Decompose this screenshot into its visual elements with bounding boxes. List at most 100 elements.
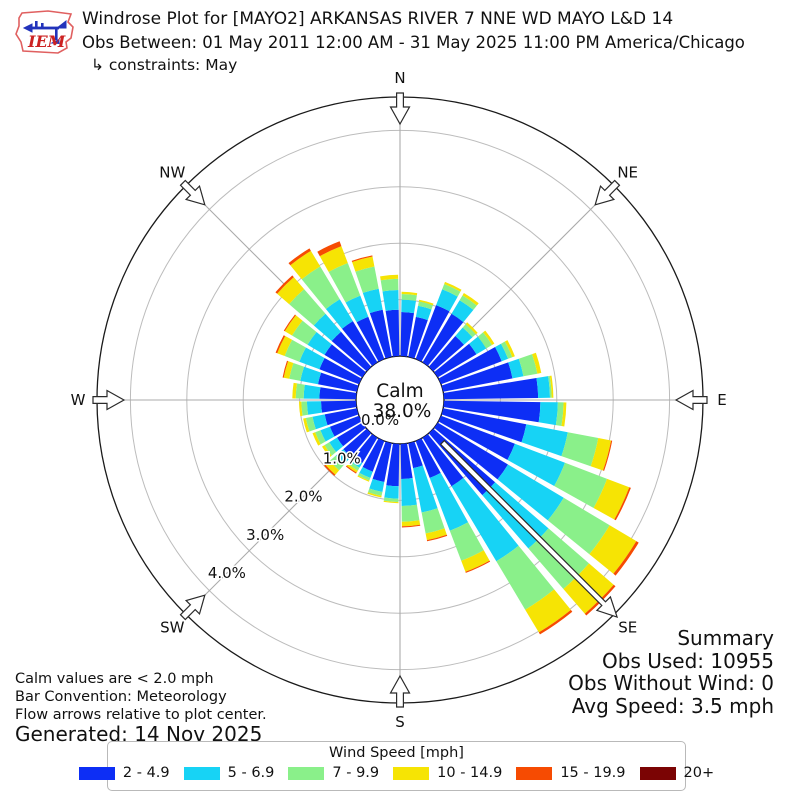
petal-355-bin2 (380, 278, 399, 292)
legend-label: 7 - 9.9 (332, 765, 380, 781)
petal-205-bin1 (359, 467, 373, 478)
petal-295-bin4 (275, 335, 286, 354)
petal-325-bin2 (301, 266, 340, 309)
petal-275-bin3 (292, 382, 297, 399)
petal-245-bin3 (312, 432, 321, 446)
petal-315-bin3 (277, 277, 305, 305)
petal-195-bin0 (372, 441, 392, 482)
header: Windrose Plot for [MAYO2] ARKANSAS RIVER… (82, 9, 745, 74)
petal-335-bin1 (345, 295, 369, 323)
petal-345-bin1 (362, 288, 383, 314)
petal-215-bin0 (353, 434, 378, 463)
petal-5-bin2 (401, 294, 417, 301)
petal-255-bin0 (324, 408, 359, 426)
iowa-outline-icon (15, 10, 74, 54)
legend-label: 15 - 19.9 (560, 765, 626, 781)
legend-item-5-6.9: 5 - 6.9 (183, 765, 274, 781)
petal-105-bin2 (561, 432, 599, 467)
petal-165-bin3 (425, 528, 447, 541)
calm-circle (355, 355, 445, 445)
petal-285-bin3 (283, 361, 294, 379)
petal-5-bin0 (400, 312, 414, 357)
petal-225-bin4 (324, 464, 336, 476)
ring-labels: 0.0% 1.0% 2.0% 3.0% 4.0% (206, 409, 400, 583)
petal-175-bin1 (401, 478, 417, 506)
petal-345-bin2 (355, 266, 379, 293)
compass-arrow-270 (92, 389, 126, 411)
petal-75-bin3 (532, 352, 542, 374)
ring-label-4.0%: 4.0% (208, 564, 246, 582)
compass-arrow-45 (594, 179, 621, 206)
petal-285-bin2 (289, 363, 305, 381)
legend-swatch-icon (516, 766, 553, 780)
petal-215-bin2 (348, 461, 360, 471)
page-title: Windrose Plot for [MAYO2] ARKANSAS RIVER… (82, 9, 674, 29)
petal-165-bin1 (413, 465, 438, 513)
obs-range-subtitle: Obs Between: 01 May 2011 12:00 AM - 31 M… (82, 33, 745, 52)
petal-35-bin2 (459, 295, 477, 310)
petal-315-bin2 (289, 289, 326, 326)
petal-205-bin3 (357, 475, 370, 482)
petal-115-bin1 (507, 443, 565, 486)
petal-335-bin3 (319, 246, 348, 272)
petal-285-bin4 (282, 360, 289, 378)
petal-295-bin1 (299, 347, 325, 370)
petal-95-bin0 (443, 400, 541, 423)
petal-85-bin3 (549, 375, 554, 398)
compass-labels: N NE E SE S SW W NW (71, 69, 727, 731)
petal-105-bin3 (590, 438, 612, 471)
petal-315-bin4 (275, 275, 294, 294)
petal-15-bin0 (408, 316, 428, 359)
petal-345-bin0 (369, 309, 392, 359)
petal-55-bin1 (469, 336, 487, 355)
petal-355-bin0 (385, 309, 400, 357)
petal-335-bin4 (317, 241, 342, 257)
compass-arrow-225 (179, 594, 206, 621)
petal-25-bin2 (442, 284, 461, 297)
petal-115-bin2 (554, 462, 608, 508)
petal-55-bin0 (434, 343, 477, 378)
petal-225-bin2 (329, 455, 345, 471)
petal-165-bin0 (408, 441, 423, 469)
legend-items: 2 - 4.9 5 - 6.9 7 - 9.9 10 - 14.9 15 - 19.9 2… (78, 765, 714, 781)
petal-85-bin0 (443, 378, 539, 400)
petal-65-bin0 (438, 347, 502, 385)
legend-item-10-14.9: 10 - 14.9 (393, 765, 502, 781)
petal-155-bin2 (449, 522, 484, 561)
petal-65-bin2 (501, 341, 513, 359)
petal-145-bin2 (496, 545, 555, 610)
petal-305-bin2 (292, 320, 317, 345)
petal-175-bin3 (401, 520, 421, 527)
compass-label-N: N (394, 69, 405, 87)
petal-65-bin1 (495, 343, 509, 362)
petal-315-bin1 (313, 313, 341, 341)
calm-percent: 38.0% (373, 401, 432, 422)
petal-205-bin2 (358, 472, 371, 481)
petal-25-bin1 (436, 289, 458, 312)
petal-195-bin1 (369, 478, 385, 492)
petal-25-bin3 (444, 281, 462, 292)
compass-arrows (92, 92, 708, 708)
petal-345-bin4 (351, 255, 373, 262)
summary-title: Summary (677, 626, 774, 650)
petal-95-bin3 (561, 402, 567, 427)
petal-145-bin1 (451, 477, 519, 562)
petal-145-bin3 (525, 589, 571, 633)
petal-275-bin0 (319, 387, 357, 400)
petal-235-bin2 (324, 442, 337, 456)
note-flow-arrows: Flow arrows relative to plot center. (15, 707, 267, 723)
petal-55-bin3 (483, 330, 495, 345)
petal-225-bin3 (325, 460, 340, 475)
petal-195-bin3 (367, 492, 382, 498)
petal-295-bin2 (284, 339, 306, 362)
compass-arrow-180 (389, 674, 411, 708)
petal-285-bin1 (300, 366, 322, 385)
note-bar-convention: Bar Convention: Meteorology (15, 689, 227, 705)
calm-label: Calm (376, 381, 423, 402)
petal-145-bin4 (538, 609, 573, 635)
petal-325-bin3 (290, 250, 321, 280)
petal-245-bin2 (315, 430, 326, 445)
iem-logo-text: IEM (27, 32, 67, 51)
